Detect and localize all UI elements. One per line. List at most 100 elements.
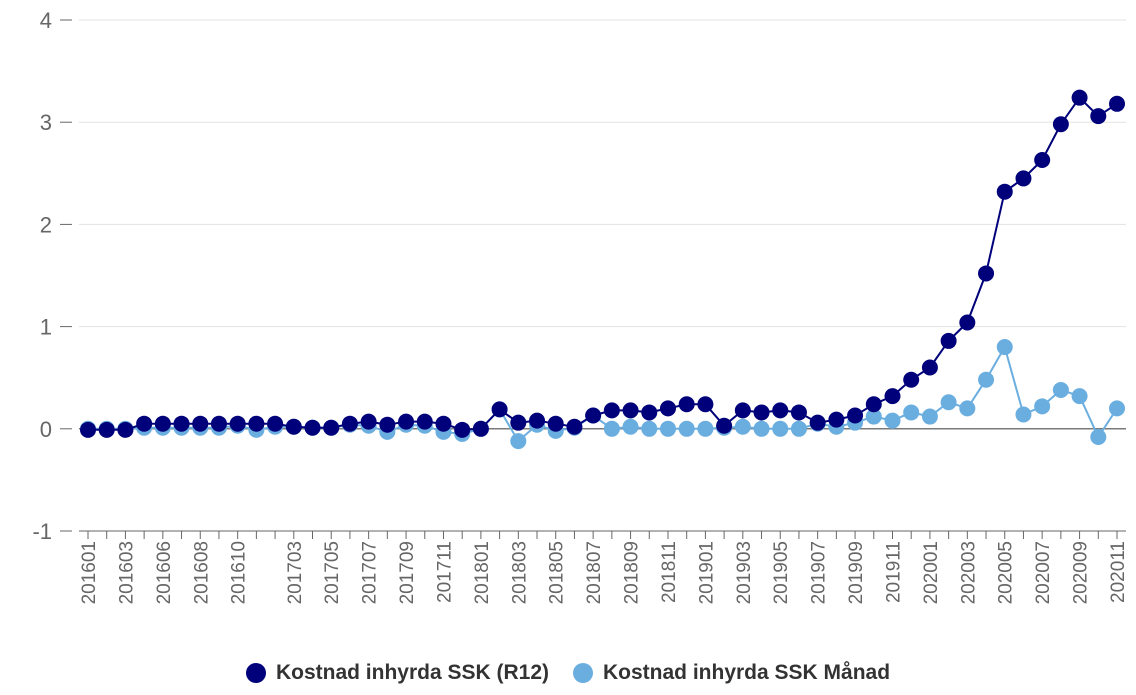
data-point[interactable] [1090, 428, 1107, 445]
data-point[interactable] [716, 417, 733, 434]
data-point[interactable] [697, 396, 714, 413]
data-point[interactable] [529, 412, 546, 429]
data-point[interactable] [566, 418, 583, 435]
data-point[interactable] [117, 421, 134, 438]
data-point[interactable] [921, 408, 938, 425]
axes: -1 0 1 2 3 4 201601 201603 201606 201608 201610 201… [32, 8, 1129, 604]
data-point[interactable] [1090, 108, 1107, 125]
y-tick-label: 0 [40, 417, 52, 442]
data-point[interactable] [267, 415, 284, 432]
data-point[interactable] [379, 416, 396, 433]
data-point[interactable] [603, 420, 620, 437]
data-point[interactable] [435, 415, 452, 432]
data-point[interactable] [641, 404, 658, 421]
legend-marker-manad [573, 663, 593, 683]
data-point[interactable] [978, 371, 995, 388]
x-tick-label: 201909 [846, 541, 867, 604]
data-point[interactable] [1109, 400, 1125, 417]
x-tick-label: 201601 [79, 541, 100, 604]
data-point[interactable] [80, 421, 96, 438]
data-point[interactable] [154, 415, 171, 432]
data-point[interactable] [847, 407, 864, 424]
data-point[interactable] [547, 415, 564, 432]
data-point[interactable] [416, 413, 433, 430]
legend-marker-r12 [245, 663, 266, 683]
data-point[interactable] [678, 396, 695, 413]
data-point[interactable] [940, 332, 957, 349]
x-tick-label: 201809 [622, 541, 643, 604]
data-point[interactable] [304, 419, 321, 436]
data-point[interactable] [903, 404, 920, 421]
data-point[interactable] [1071, 89, 1088, 106]
data-point[interactable] [192, 415, 209, 432]
data-point[interactable] [472, 420, 489, 437]
x-tick-label: 201707 [360, 541, 381, 604]
data-point[interactable] [772, 420, 789, 437]
data-point[interactable] [1015, 406, 1032, 423]
data-point[interactable] [659, 400, 676, 417]
data-point[interactable] [1034, 398, 1051, 415]
data-point[interactable] [360, 413, 377, 430]
data-point[interactable] [622, 418, 639, 435]
legend-label-manad: Kostnad inhyrda SSK Månad [603, 661, 891, 684]
data-point[interactable] [884, 412, 901, 429]
data-point[interactable] [1071, 388, 1088, 405]
data-point[interactable] [1034, 152, 1051, 169]
data-point[interactable] [828, 411, 845, 428]
data-point[interactable] [734, 402, 751, 419]
data-point[interactable] [173, 415, 190, 432]
data-point[interactable] [996, 339, 1013, 356]
data-point[interactable] [772, 402, 789, 419]
data-point[interactable] [959, 314, 976, 331]
data-point[interactable] [398, 413, 415, 430]
data-point[interactable] [136, 415, 153, 432]
data-point[interactable] [753, 420, 770, 437]
data-point[interactable] [510, 433, 527, 450]
data-point[interactable] [940, 394, 957, 411]
data-point[interactable] [865, 408, 882, 425]
data-point[interactable] [585, 407, 602, 424]
data-point[interactable] [1052, 116, 1069, 133]
x-tick-label: 201803 [509, 541, 530, 604]
data-point[interactable] [98, 421, 115, 438]
data-point[interactable] [921, 359, 938, 376]
data-point[interactable] [1109, 95, 1125, 112]
data-point[interactable] [884, 388, 901, 405]
data-point[interactable] [753, 404, 770, 421]
x-tick-label: 201801 [472, 541, 493, 604]
data-point[interactable] [285, 418, 302, 435]
data-point[interactable] [865, 396, 882, 413]
legend-label-r12: Kostnad inhyrda SSK (R12) [275, 661, 549, 684]
x-tick-label: 201606 [154, 541, 175, 604]
data-point[interactable] [697, 420, 714, 437]
data-point[interactable] [491, 401, 508, 418]
data-point[interactable] [790, 404, 807, 421]
data-point[interactable] [323, 419, 340, 436]
data-point[interactable] [809, 414, 826, 431]
data-point[interactable] [996, 183, 1013, 200]
data-point[interactable] [734, 418, 751, 435]
data-point[interactable] [622, 402, 639, 419]
data-point[interactable] [248, 415, 265, 432]
data-point[interactable] [903, 371, 920, 388]
data-point[interactable] [641, 420, 658, 437]
data-point[interactable] [1052, 381, 1069, 398]
data-point[interactable] [210, 415, 227, 432]
legend-item-manad[interactable]: Kostnad inhyrda SSK Månad [573, 661, 890, 685]
data-point[interactable] [678, 420, 695, 437]
data-point[interactable] [454, 421, 471, 438]
series-line [88, 96, 1118, 431]
data-point[interactable] [229, 415, 246, 432]
x-tick-label: 201903 [734, 541, 755, 604]
data-point[interactable] [959, 400, 976, 417]
data-point[interactable] [603, 402, 620, 419]
data-point[interactable] [978, 265, 995, 282]
x-tick-label: 202011 [1108, 541, 1129, 603]
data-point[interactable] [790, 420, 807, 437]
data-point[interactable] [510, 414, 527, 431]
data-point[interactable] [341, 415, 358, 432]
data-point[interactable] [1015, 170, 1032, 187]
legend-item-r12[interactable]: Kostnad inhyrda SSK (R12) [245, 661, 549, 685]
data-point[interactable] [659, 420, 676, 437]
